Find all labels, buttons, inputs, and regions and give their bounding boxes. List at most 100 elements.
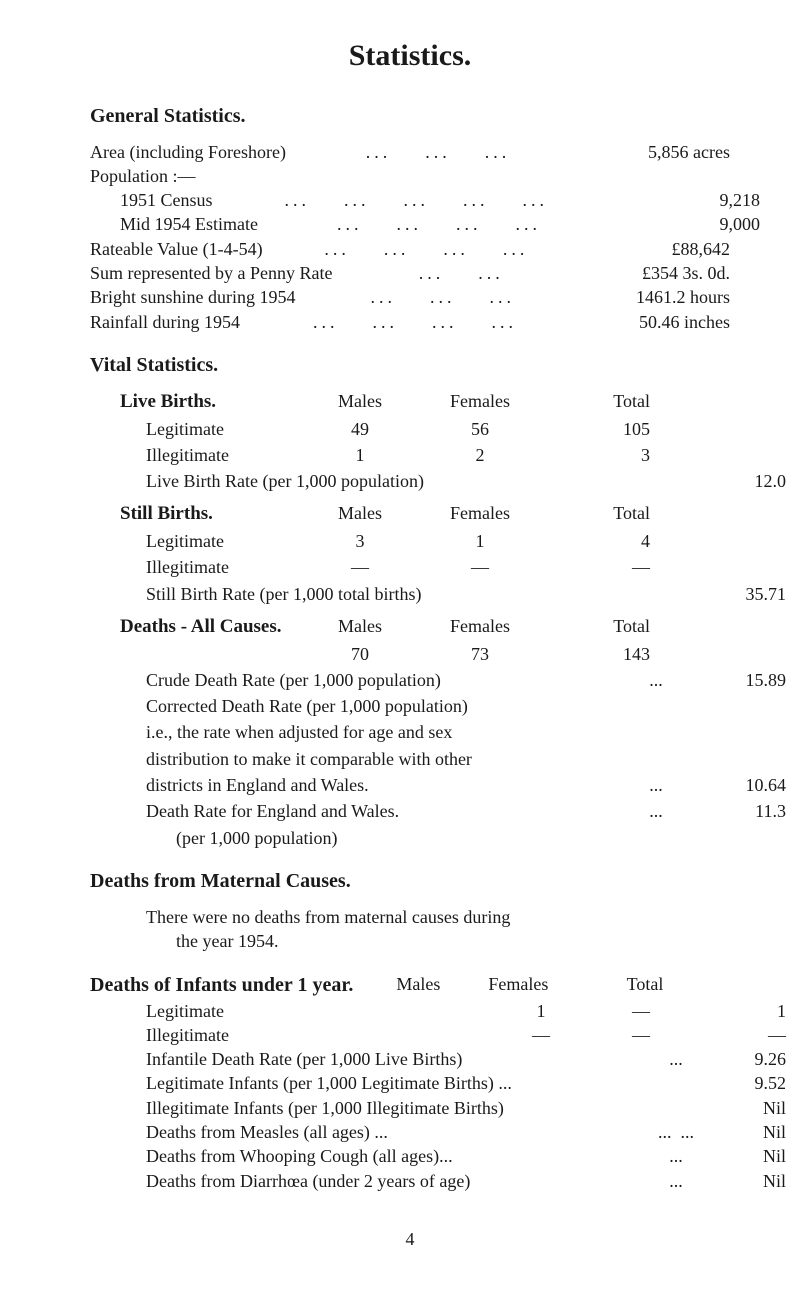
table-row: Illegitimate 1 2 3: [90, 443, 786, 467]
line-value: Nil: [696, 1169, 786, 1193]
table-row: Live Birth Rate (per 1,000 population) 1…: [90, 469, 786, 493]
line-label: Legitimate Infants (per 1,000 Legitimate…: [146, 1071, 696, 1095]
general-heading: General Statistics.: [90, 103, 730, 130]
leader-dots: ... ... ... ...: [314, 237, 590, 261]
cell-total: 3: [540, 443, 650, 467]
rate-value: 12.0: [676, 469, 786, 493]
live-births-block: Live Births. Males Females Total Legitim…: [90, 389, 730, 494]
still-births-title: Still Births.: [120, 501, 300, 527]
col-total: Total: [540, 501, 650, 527]
general-value: 50.46 inches: [590, 310, 730, 334]
cell-total: —: [540, 555, 650, 579]
col-total: Total: [540, 389, 650, 415]
note-line: Corrected Death Rate (per 1,000 populati…: [90, 694, 786, 718]
general-value: £88,642: [590, 237, 730, 261]
row-label: Illegitimate: [146, 555, 300, 579]
general-label: Rateable Value (1-4-54): [90, 237, 314, 261]
cell-males: 70: [300, 642, 420, 666]
col-total: Total: [540, 614, 650, 640]
table-row: Deaths from Whooping Cough (all ages)...…: [90, 1144, 786, 1168]
col-females: Females: [420, 389, 540, 415]
page-title: Statistics.: [90, 36, 730, 77]
crude-rate-label: Crude Death Rate (per 1,000 population): [146, 668, 636, 692]
general-label: Sum represented by a Penny Rate: [90, 261, 409, 285]
col-males: Males: [300, 614, 420, 640]
row-label: Legitimate: [146, 529, 300, 553]
note-line: distribution to make it comparable with …: [90, 747, 786, 771]
col-males: Males: [373, 972, 463, 999]
maternal-section: Deaths from Maternal Causes. There were …: [90, 868, 730, 954]
infants-heading: Deaths of Infants under 1 year.: [90, 972, 353, 999]
maternal-text-a: There were no deaths from maternal cause…: [90, 905, 730, 929]
col-total: Total: [573, 972, 663, 999]
cell-females: 1: [420, 529, 540, 553]
vital-heading: Vital Statistics.: [90, 352, 730, 379]
table-row: Legitimate 1 — 1: [90, 999, 786, 1023]
line-label: Deaths from Measles (all ages) ...: [146, 1120, 656, 1144]
table-row: Legitimate Infants (per 1,000 Legitimate…: [90, 1071, 786, 1095]
note-line: (per 1,000 population): [90, 826, 786, 850]
row-label: Illegitimate: [146, 1023, 496, 1047]
line-value: Nil: [696, 1120, 786, 1144]
note-text: Corrected Death Rate (per 1,000 populati…: [146, 694, 468, 718]
deaths-all-title: Deaths - All Causes.: [120, 614, 300, 640]
deaths-all-block: Deaths - All Causes. Males Females Total…: [90, 614, 730, 850]
cell-total: 105: [540, 417, 650, 441]
general-row: Area (including Foreshore) ... ... ... 5…: [90, 140, 730, 164]
row-label: Illegitimate: [146, 443, 300, 467]
line-value: Nil: [696, 1144, 786, 1168]
eng-rate-sublabel: (per 1,000 population): [146, 826, 337, 850]
table-row: Still Birth Rate (per 1,000 total births…: [90, 582, 786, 606]
infants-section: Deaths of Infants under 1 year. Males Fe…: [90, 972, 730, 1193]
general-row: Rainfall during 1954 ... ... ... ... 50.…: [90, 310, 730, 334]
note-text: i.e., the rate when adjusted for age and…: [146, 720, 452, 744]
table-row: Illegitimate Infants (per 1,000 Illegiti…: [90, 1096, 786, 1120]
general-row: 1951 Census ... ... ... ... ... 9,218: [90, 188, 760, 212]
live-births-title: Live Births.: [120, 389, 300, 415]
rate-label: Still Birth Rate (per 1,000 total births…: [146, 582, 676, 606]
note-line: i.e., the rate when adjusted for age and…: [90, 720, 786, 744]
col-males: Males: [300, 389, 420, 415]
general-label: Area (including Foreshore): [90, 140, 356, 164]
cell-total: 1: [696, 999, 786, 1023]
cell-males: 1: [496, 999, 586, 1023]
table-row: Legitimate 3 1 4: [90, 529, 786, 553]
leader-dots: ... ...: [656, 1120, 696, 1144]
line-label: Deaths from Whooping Cough (all ages)...: [146, 1144, 656, 1168]
general-label: Mid 1954 Estimate: [120, 212, 327, 236]
maternal-text-b: the year 1954.: [90, 929, 730, 953]
leader-dots: ... ...: [409, 261, 590, 285]
col-females: Females: [463, 972, 573, 999]
page-number: 4: [90, 1227, 730, 1251]
general-value: 9,218: [620, 188, 760, 212]
line-label: Illegitimate Infants (per 1,000 Illegiti…: [146, 1096, 696, 1120]
leader-dots: ...: [656, 1047, 696, 1071]
crude-rate-value: 15.89: [676, 668, 786, 692]
leader-dots: ... ... ... ...: [303, 310, 590, 334]
general-label: Population :—: [90, 164, 590, 188]
cell-females: —: [586, 999, 696, 1023]
cell-males: 1: [300, 443, 420, 467]
table-row: Illegitimate — — —: [90, 1023, 786, 1047]
general-value: [590, 164, 730, 188]
note-line: districts in England and Wales. ... 10.6…: [90, 773, 786, 797]
leader-dots: ... ... ... ...: [327, 212, 620, 236]
cell-males: 49: [300, 417, 420, 441]
line-value: 9.52: [696, 1071, 786, 1095]
line-label: Deaths from Diarrhœa (under 2 years of a…: [146, 1169, 656, 1193]
general-value: 5,856 acres: [590, 140, 730, 164]
leader-dots: ...: [636, 668, 676, 692]
general-row: Mid 1954 Estimate ... ... ... ... 9,000: [90, 212, 760, 236]
vital-statistics-section: Vital Statistics. Live Births. Males Fem…: [90, 352, 730, 850]
corrected-rate-value: 10.64: [676, 773, 786, 797]
leader-dots: ... ... ...: [361, 285, 591, 309]
table-row: Infantile Death Rate (per 1,000 Live Bir…: [90, 1047, 786, 1071]
cell-total: —: [696, 1023, 786, 1047]
general-value: 9,000: [620, 212, 760, 236]
leader-dots: ... ... ...: [356, 140, 590, 164]
general-rows: Area (including Foreshore) ... ... ... 5…: [90, 140, 730, 334]
col-females: Females: [420, 614, 540, 640]
eng-rate-label: Death Rate for England and Wales.: [146, 799, 636, 823]
row-label: Legitimate: [146, 417, 300, 441]
general-row: Population :—: [90, 164, 730, 188]
